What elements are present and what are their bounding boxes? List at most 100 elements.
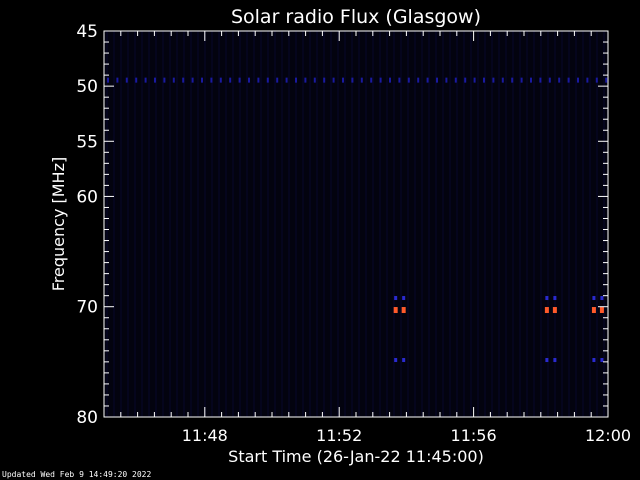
- texture-stripe: [470, 31, 472, 417]
- band-dot: [276, 77, 279, 83]
- band-dot: [595, 77, 598, 83]
- burst-echo: [592, 358, 596, 363]
- burst-halo: [402, 296, 406, 301]
- band-dot: [577, 77, 579, 83]
- band-dot: [492, 77, 495, 83]
- texture-stripe: [218, 31, 220, 417]
- band-dot: [473, 77, 476, 83]
- band-dot: [605, 77, 608, 83]
- texture-stripe: [421, 31, 423, 417]
- burst-echo: [394, 358, 398, 363]
- band-dot: [163, 77, 166, 83]
- texture-stripe: [162, 31, 164, 417]
- band-dot: [191, 77, 194, 83]
- band-dot: [520, 77, 523, 83]
- band-dot: [257, 77, 260, 83]
- texture-stripe: [211, 31, 213, 417]
- band-dot: [219, 77, 222, 83]
- band-dot: [332, 77, 335, 83]
- band-dot: [116, 77, 119, 83]
- texture-stripe: [344, 31, 346, 417]
- band-dot: [135, 77, 138, 83]
- texture-stripe: [477, 31, 479, 417]
- texture-stripe: [267, 31, 269, 417]
- texture-stripe: [505, 31, 507, 417]
- band-dot: [501, 77, 504, 83]
- band-dot: [454, 77, 457, 83]
- texture-stripe: [225, 31, 227, 417]
- burst-echo: [553, 358, 557, 363]
- band-dot: [351, 77, 354, 83]
- texture-stripe: [330, 31, 332, 417]
- y-tick-label: 70: [76, 298, 98, 318]
- texture-stripe: [435, 31, 437, 417]
- band-dot: [389, 77, 391, 83]
- band-dot: [144, 77, 147, 83]
- texture-stripe: [155, 31, 157, 417]
- band-dot: [182, 77, 185, 83]
- texture-stripe: [316, 31, 318, 417]
- texture-stripe: [141, 31, 143, 417]
- band-dot: [464, 77, 467, 83]
- y-tick-label: 80: [76, 408, 98, 428]
- band-dot: [379, 77, 382, 83]
- band-dot: [567, 77, 570, 83]
- texture-stripe: [400, 31, 402, 417]
- band-dot: [445, 77, 448, 83]
- band-dot: [417, 77, 420, 83]
- burst-mark: [591, 307, 596, 314]
- texture-stripe: [512, 31, 514, 417]
- texture-stripe: [463, 31, 465, 417]
- texture-stripe: [498, 31, 500, 417]
- band-dot: [539, 77, 542, 83]
- texture-stripe: [239, 31, 241, 417]
- band-dot: [154, 77, 156, 83]
- band-dot: [530, 77, 532, 83]
- texture-stripe: [491, 31, 493, 417]
- texture-stripe: [386, 31, 388, 417]
- texture-stripe: [302, 31, 304, 417]
- x-axis: 11:48 11:52 11:56 12:00: [120, 31, 631, 445]
- texture-stripe: [603, 31, 605, 417]
- texture-stripe: [575, 31, 577, 417]
- texture-stripe: [260, 31, 262, 417]
- band-dot: [201, 77, 203, 83]
- band-dot: [426, 77, 429, 83]
- band-dot: [436, 77, 438, 83]
- texture-stripe: [428, 31, 430, 417]
- burst-halo: [394, 296, 398, 301]
- burst-mark: [393, 307, 398, 314]
- texture-stripe: [442, 31, 444, 417]
- texture-stripe: [582, 31, 584, 417]
- x-axis-label: Start Time (26-Jan-22 11:45:00): [228, 447, 484, 466]
- band-dot: [407, 77, 410, 83]
- texture-stripe: [526, 31, 528, 417]
- texture-stripe: [323, 31, 325, 417]
- burst-halo: [600, 296, 604, 301]
- texture-stripe: [176, 31, 178, 417]
- texture-stripe: [589, 31, 591, 417]
- y-axis: 45 50 55 60 70 80: [76, 22, 608, 428]
- band-dot: [558, 77, 561, 83]
- texture-stripe: [449, 31, 451, 417]
- texture-stripe: [554, 31, 556, 417]
- texture-stripe: [281, 31, 283, 417]
- plot-area: [104, 31, 608, 417]
- texture-stripe: [365, 31, 367, 417]
- band-dot: [398, 77, 401, 83]
- updated-timestamp: Updated Wed Feb 9 14:49:20 2022: [2, 470, 152, 479]
- x-tick-label: 11:48: [182, 426, 228, 445]
- texture-stripe: [169, 31, 171, 417]
- texture-stripe: [547, 31, 549, 417]
- texture-stripe: [120, 31, 122, 417]
- y-tick-label: 50: [76, 77, 98, 97]
- x-tick-label: 11:56: [451, 426, 497, 445]
- band-dot: [548, 77, 551, 83]
- texture-stripe: [274, 31, 276, 417]
- band-dot: [342, 77, 344, 83]
- texture-stripe: [561, 31, 563, 417]
- band-dot: [483, 77, 485, 83]
- texture-stripe: [148, 31, 150, 417]
- y-tick-label: 60: [76, 187, 98, 207]
